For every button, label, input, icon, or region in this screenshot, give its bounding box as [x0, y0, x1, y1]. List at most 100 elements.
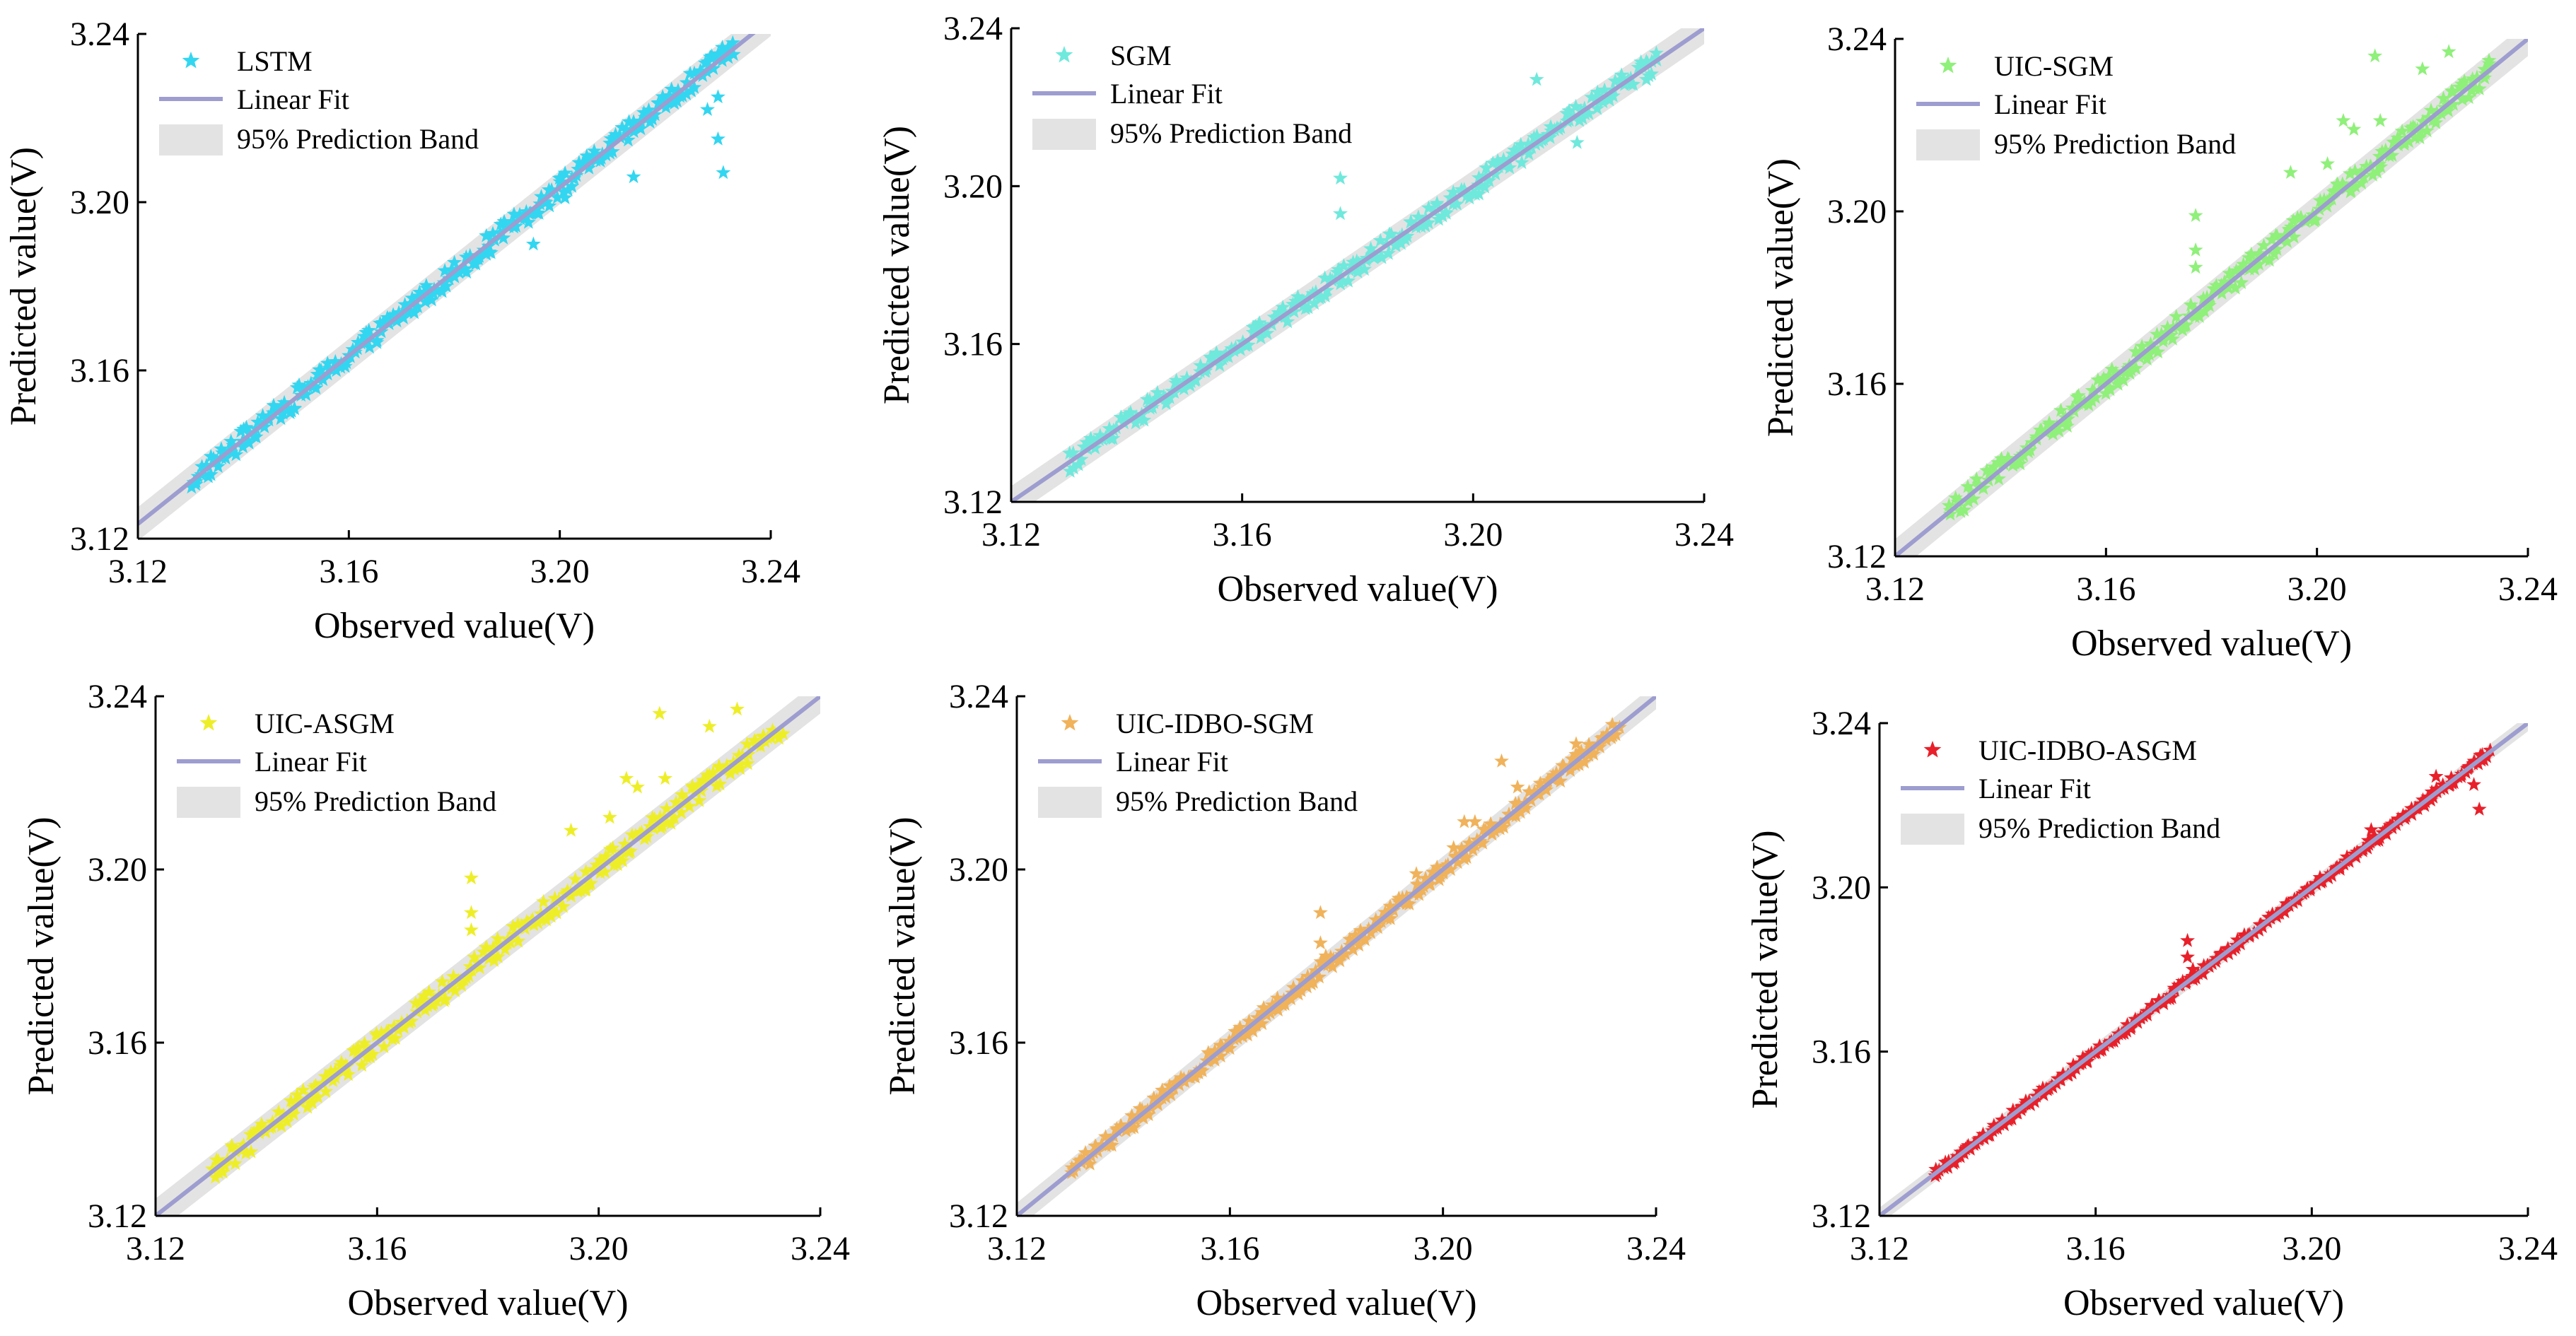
- x-tick-label: 3.24: [741, 553, 800, 590]
- x-tick-label: 3.12: [1850, 1230, 1909, 1267]
- scatter-point: [583, 875, 598, 890]
- y-tick-label: 3.20: [1812, 869, 1871, 906]
- y-tick-label: 3.16: [1812, 1033, 1871, 1071]
- scatter-point: [1590, 100, 1605, 115]
- scatter-point: [1114, 1118, 1129, 1133]
- scatter-point: [1220, 348, 1236, 363]
- scatter-point: [1462, 836, 1477, 850]
- outlier-point: [1638, 71, 1654, 86]
- outlier-point: [2428, 768, 2444, 783]
- scatter-point: [508, 218, 524, 233]
- scatter-point: [1581, 737, 1597, 751]
- scatter-point: [725, 35, 740, 49]
- scatter-point: [1222, 1041, 1237, 1055]
- scatter-point: [319, 1069, 334, 1084]
- scatter-point: [593, 153, 608, 168]
- scatter-point: [531, 206, 547, 220]
- chart-panels: 3.123.123.163.163.203.203.243.24Observed…: [4, 10, 2558, 1323]
- scatter-point: [250, 414, 266, 429]
- scatter-point: [2401, 134, 2417, 148]
- scatter-point: [1307, 295, 1322, 310]
- scatter-point: [1490, 153, 1505, 168]
- y-axis-title: Predicted value(V): [882, 816, 923, 1095]
- scatter-point: [598, 864, 613, 879]
- outlier-point: [701, 718, 717, 733]
- scatter-point: [416, 988, 432, 1002]
- scatter-point: [1457, 182, 1472, 197]
- scatter-point: [1561, 102, 1577, 117]
- scatter-point: [1644, 53, 1660, 68]
- scatter-point: [386, 1019, 402, 1033]
- scatter-point: [552, 174, 568, 189]
- scatter-point: [214, 441, 229, 456]
- y-tick-label: 3.24: [943, 10, 1003, 47]
- scatter-point: [1254, 1016, 1270, 1031]
- scatter-point: [1317, 288, 1333, 303]
- x-tick-label: 3.12: [987, 1230, 1047, 1267]
- scatter-point: [2335, 176, 2350, 191]
- scatter-point: [2256, 238, 2271, 252]
- scatter-point: [1481, 172, 1497, 187]
- scatter-point: [1947, 1154, 1963, 1168]
- scatter-point: [1459, 188, 1474, 203]
- scatter-point: [1363, 925, 1379, 939]
- scatter-point: [1568, 746, 1584, 761]
- outlier-point: [2415, 61, 2430, 76]
- scatter-point: [389, 313, 404, 328]
- legend-band-label: 95% Prediction Band: [255, 785, 496, 817]
- scatter-point: [626, 114, 641, 129]
- scatter-point: [1518, 800, 1534, 815]
- scatter-point: [1286, 980, 1301, 994]
- scatter-point: [704, 48, 719, 63]
- legend-band-label: 95% Prediction Band: [1978, 812, 2220, 844]
- scatter-point: [511, 933, 526, 948]
- scatter-point: [2285, 213, 2301, 228]
- scatter-point: [668, 795, 684, 809]
- scatter-point: [1445, 184, 1461, 199]
- scatter-point: [368, 1026, 384, 1041]
- scatter-point: [1207, 1052, 1223, 1067]
- scatter-point: [1207, 1043, 1223, 1057]
- y-axis-title: Predicted value(V): [1745, 830, 1785, 1108]
- scatter-point: [1353, 922, 1368, 937]
- scatter-point: [2384, 148, 2400, 162]
- x-axis-title: Observed value(V): [1196, 1283, 1476, 1323]
- y-tick-label: 3.16: [1827, 365, 1887, 403]
- scatter-point: [2120, 1016, 2135, 1031]
- scatter-point: [641, 102, 656, 117]
- scatter-point: [438, 991, 453, 1006]
- scatter-point: [404, 1013, 419, 1028]
- chart-panel-4: 3.123.12 3.16 3.16 3.20 3.20 3.24 3.24 Observed…: [21, 678, 850, 1323]
- scatter-point: [217, 1158, 233, 1172]
- scatter-point: [257, 419, 272, 433]
- scatter-point: [1399, 228, 1415, 243]
- legend-band-label: 95% Prediction Band: [1110, 117, 1352, 149]
- linear-fit-line: [138, 34, 756, 526]
- scatter-point: [2466, 754, 2482, 768]
- scatter-point: [1194, 1063, 1210, 1077]
- scatter-point: [1581, 747, 1597, 762]
- scatter-point: [315, 372, 331, 387]
- scatter-point: [1941, 498, 1957, 512]
- chart-panel-5: 3.123.12 3.16 3.16 3.20 3.20 3.24 3.24 Observed…: [882, 678, 1686, 1323]
- scatter-point: [1088, 1139, 1104, 1154]
- scatter-point: [1571, 756, 1587, 771]
- legend-band-swatch: [1038, 787, 1102, 818]
- scatter-point: [776, 726, 791, 740]
- scatter-point: [2213, 947, 2228, 961]
- scatter-point: [1201, 1045, 1216, 1060]
- scatter-point: [303, 375, 319, 390]
- scatter-point: [1203, 349, 1218, 364]
- scatter-point: [1513, 804, 1528, 819]
- scatter-point: [2075, 1050, 2091, 1065]
- scatter-point: [1348, 927, 1363, 942]
- x-tick-label: 3.16: [319, 553, 378, 590]
- outlier-point: [2188, 259, 2203, 274]
- scatter-point: [2461, 90, 2476, 105]
- y-tick-label: 3.12: [70, 520, 129, 558]
- y-tick-label: 3.24: [1827, 20, 1887, 58]
- scatter-point: [2217, 274, 2232, 288]
- scatter-point: [2022, 442, 2038, 457]
- scatter-point: [1564, 751, 1580, 766]
- scatter-point: [1602, 92, 1617, 107]
